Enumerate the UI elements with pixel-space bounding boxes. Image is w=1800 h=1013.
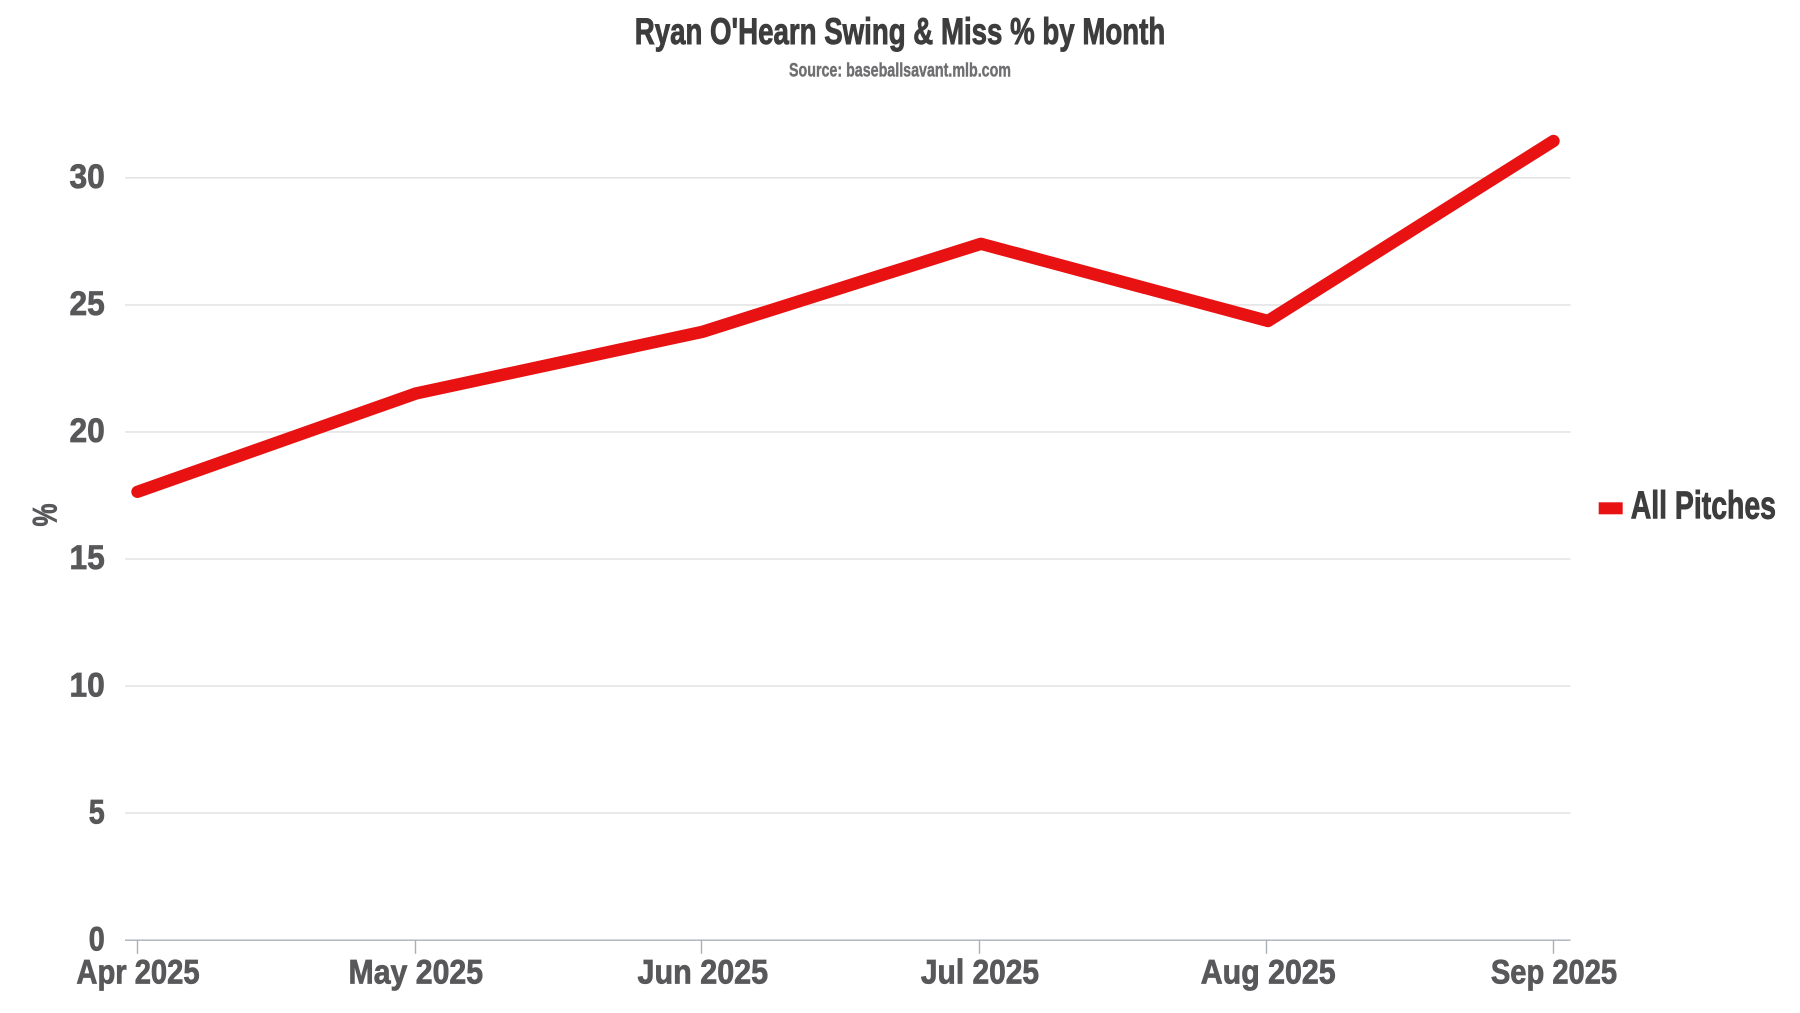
svg-text:0: 0 [89, 920, 105, 958]
svg-text:30: 30 [70, 158, 105, 196]
svg-text:Sep 2025: Sep 2025 [1491, 953, 1617, 991]
svg-text:5: 5 [89, 793, 105, 831]
svg-text:15: 15 [70, 539, 105, 577]
svg-text:10: 10 [70, 666, 105, 704]
svg-text:Jun 2025: Jun 2025 [638, 953, 769, 991]
svg-text:%: % [27, 504, 65, 527]
svg-text:May 2025: May 2025 [349, 953, 484, 991]
svg-text:Ryan O'Hearn Swing & Miss % by: Ryan O'Hearn Swing & Miss % by Month [635, 11, 1166, 52]
svg-text:Jul 2025: Jul 2025 [921, 953, 1039, 991]
svg-text:Apr 2025: Apr 2025 [76, 953, 199, 991]
svg-text:Aug 2025: Aug 2025 [1201, 953, 1336, 991]
svg-text:25: 25 [70, 285, 105, 323]
svg-text:All Pitches: All Pitches [1631, 485, 1776, 528]
svg-text:20: 20 [70, 412, 105, 450]
svg-text:Source: baseballsavant.mlb.com: Source: baseballsavant.mlb.com [789, 60, 1011, 82]
